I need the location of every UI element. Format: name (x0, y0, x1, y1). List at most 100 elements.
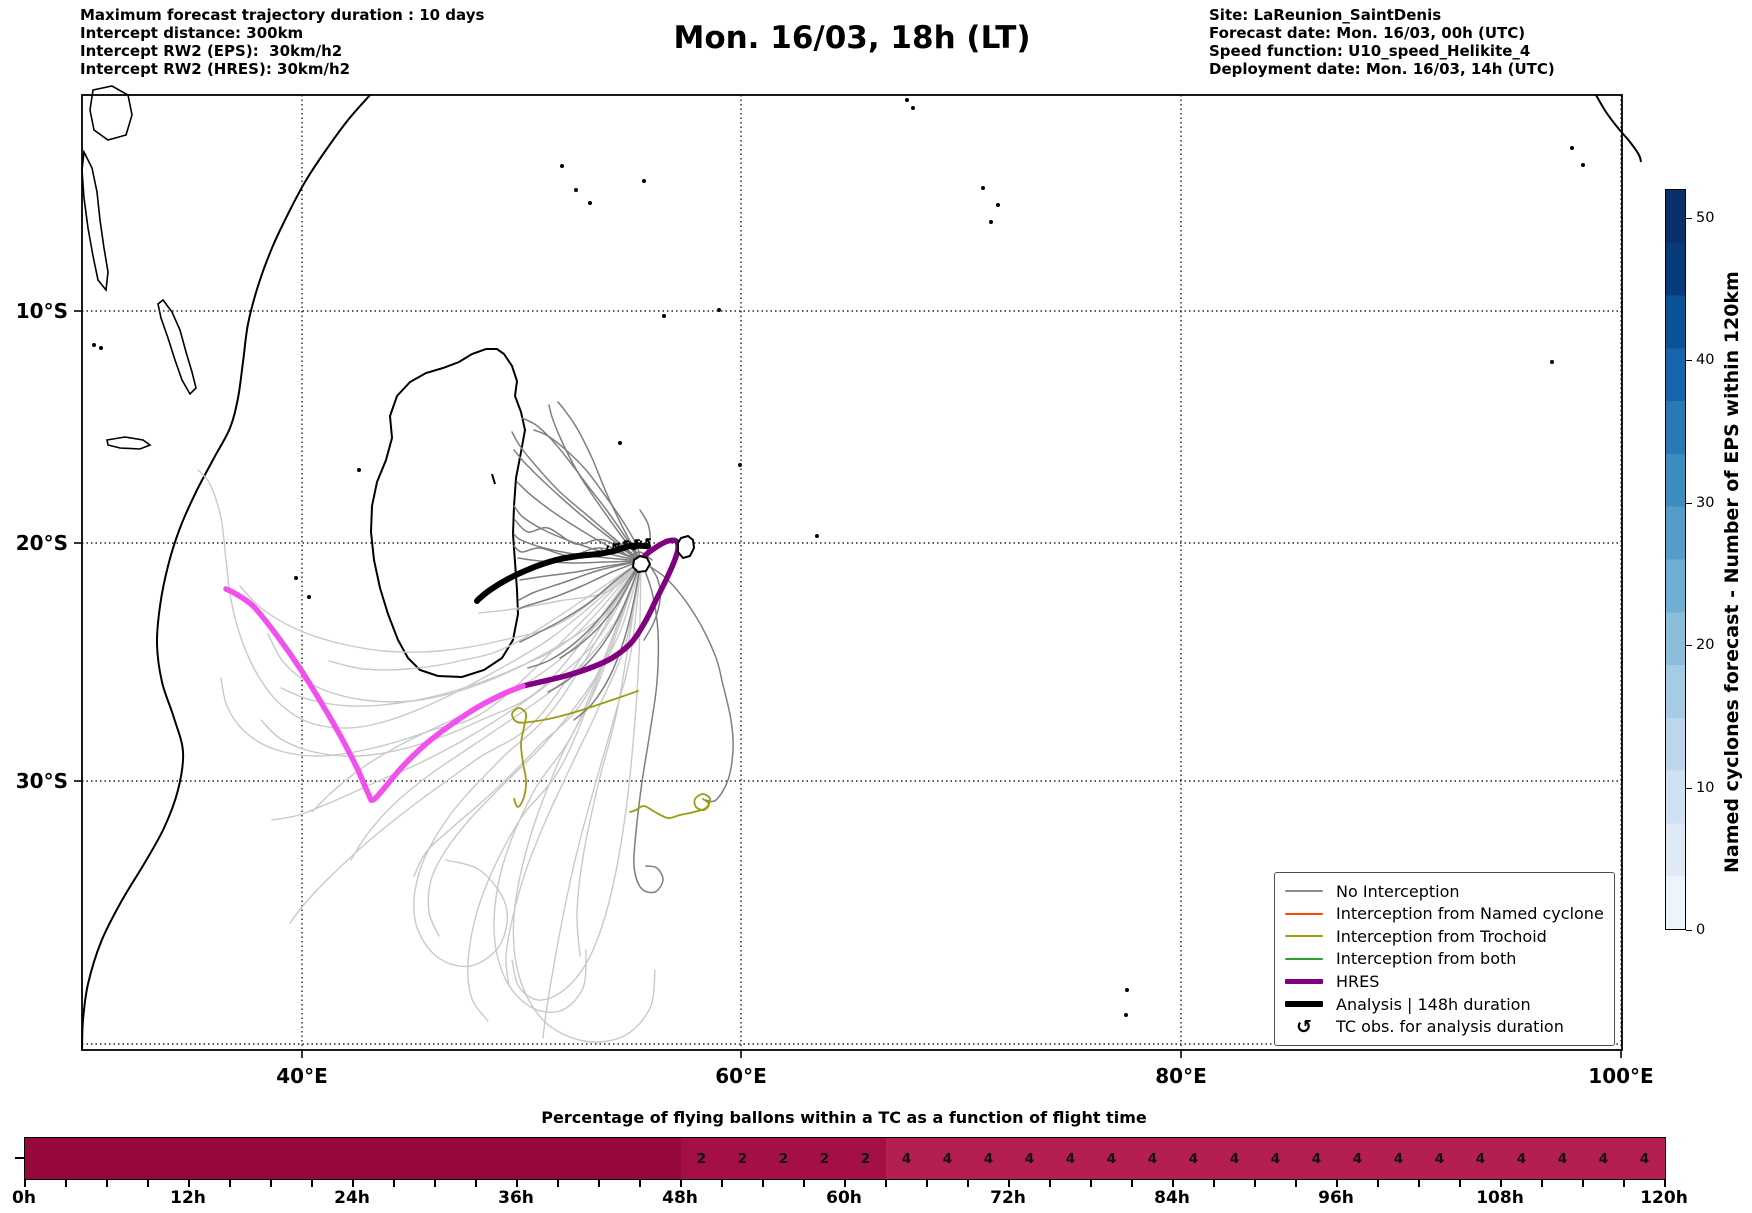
colorbar-tick (1686, 502, 1692, 504)
tc-percentage-value: 2 (696, 1150, 707, 1167)
time-axis-ticklabel: 36h (498, 1188, 534, 1208)
tc-percentage-value: 4 (942, 1150, 953, 1167)
colorbar-ticklabel: 30 (1696, 494, 1715, 511)
colorbar-ticklabel: 20 (1696, 637, 1715, 653)
small-island-speck (642, 179, 646, 183)
time-axis-tick (1541, 1179, 1543, 1187)
x-axis-ticklabel: 40°E (276, 1064, 328, 1088)
legend-item: HRES (1285, 971, 1604, 993)
time-axis-tick (557, 1179, 559, 1187)
small-island-speck (294, 576, 298, 580)
time-axis-tick (516, 1179, 518, 1187)
lake-outline (89, 85, 133, 141)
eps-trajectory (511, 431, 642, 562)
time-axis-tick (1131, 1179, 1133, 1187)
eps-trajectory-light (271, 560, 642, 821)
legend-item-label: Interception from both (1336, 949, 1517, 969)
analysis-track (474, 542, 651, 604)
lake-outline (106, 436, 152, 450)
eps-trajectory-light (478, 560, 642, 614)
page-title: Mon. 16/03, 18h (LT) (673, 20, 1031, 56)
eps-trajectory (516, 560, 642, 611)
lake-outline (81, 149, 109, 293)
bottom-chart-ytick (15, 1157, 24, 1159)
eps-trajectory (559, 560, 642, 659)
time-axis-tick (1090, 1179, 1092, 1187)
legend-item: No Interception (1285, 880, 1604, 902)
small-island-speck (99, 346, 103, 350)
tc-obs-icon: ↺ (605, 540, 619, 560)
tc-percentage-value: 4 (1065, 1150, 1076, 1167)
eps-trajectory-light (197, 469, 642, 729)
map-frame (81, 94, 1623, 1051)
colorbar-tick (1686, 360, 1692, 362)
colorbar-ticklabel: 0 (1696, 922, 1706, 938)
tc-obs-icon: ↺ (616, 537, 630, 557)
time-axis-tick (598, 1179, 600, 1187)
tc-percentage-value: 4 (1229, 1150, 1240, 1167)
small-island-speck (996, 203, 1000, 207)
hres-intercepted-track (223, 586, 526, 803)
madagascar-island (369, 348, 527, 679)
time-axis-tick (803, 1179, 805, 1187)
trochoid-intercept-track (629, 793, 711, 819)
time-axis-tick (1049, 1179, 1051, 1187)
colorbar (1665, 189, 1686, 930)
small-island-speck (357, 468, 361, 472)
time-axis-ticklabel: 24h (334, 1188, 370, 1208)
small-island-speck (574, 188, 578, 192)
time-axis-ticklabel: 60h (826, 1188, 862, 1208)
time-axis-tick (844, 1179, 846, 1187)
time-axis-ticklabel: 96h (1318, 1188, 1354, 1208)
small-island-speck (905, 98, 909, 102)
time-axis-tick (147, 1179, 149, 1187)
legend-item-label: Analysis | 148h duration (1336, 994, 1531, 1014)
small-island-speck (560, 164, 564, 168)
legend-item-label: TC obs. for analysis duration (1336, 1017, 1564, 1037)
colorbar-tick (1686, 930, 1692, 932)
x-axis-ticklabel: 80°E (1155, 1064, 1207, 1088)
time-axis-tick (1664, 1179, 1666, 1187)
eps-trajectory (521, 417, 642, 562)
legend-line (1285, 957, 1323, 960)
tc-percentage-bar: 2 2 2 2 2 4 4 4 4 4 4 4 4 4 4 4 4 4 4 4 4 4 4 4 (24, 1137, 1666, 1180)
small-island-speck (1581, 163, 1585, 167)
legend-line-swatch (1285, 890, 1323, 892)
tc-percentage-value: 4 (1393, 1150, 1404, 1167)
tc-percentage-value: 4 (1106, 1150, 1117, 1167)
time-axis-tick (1295, 1179, 1297, 1187)
eps-trajectory (519, 560, 642, 581)
tc-percentage-value: 4 (1270, 1150, 1281, 1167)
time-axis-tick (229, 1179, 231, 1187)
tc-percentage-value: 4 (1557, 1150, 1568, 1167)
time-axis-tick (762, 1179, 764, 1187)
time-axis-tick (1582, 1179, 1584, 1187)
time-axis-tick (475, 1179, 477, 1187)
time-axis-tick (393, 1179, 395, 1187)
time-axis-ticklabel: 12h (170, 1188, 206, 1208)
small-island-speck (911, 106, 915, 110)
colorbar-ticklabel: 10 (1696, 779, 1715, 796)
legend-item: Interception from both (1285, 948, 1604, 970)
y-axis-ticklabel: 30°S (16, 769, 68, 793)
eps-trajectory-light (576, 560, 642, 957)
tc-percentage-value: 4 (1639, 1150, 1650, 1167)
legend-line (1285, 935, 1323, 938)
colorbar-ticklabel: 40 (1696, 352, 1715, 368)
colorbar-ticklabel: 50 (1696, 209, 1715, 226)
tc-percentage-segment (681, 1138, 886, 1179)
legend-item: ↺ TC obs. for analysis duration (1285, 1016, 1604, 1038)
eps-trajectory (633, 560, 664, 894)
time-axis-tick (352, 1179, 354, 1187)
header-right-metadata: Site: LaReunion_SaintDenis Forecast date… (1209, 6, 1555, 78)
time-axis-tick (639, 1179, 641, 1187)
time-axis-tick (65, 1179, 67, 1187)
small-island-speck (1125, 988, 1129, 992)
tc-percentage-value: 4 (1598, 1150, 1609, 1167)
tc-percentage-value: 4 (1188, 1150, 1199, 1167)
eps-trajectory-light (505, 560, 642, 987)
eps-trajectory (518, 560, 642, 601)
time-axis-tick (106, 1179, 108, 1187)
y-axis-ticklabel: 10°S (16, 299, 68, 323)
eps-trajectory-light (413, 560, 642, 877)
